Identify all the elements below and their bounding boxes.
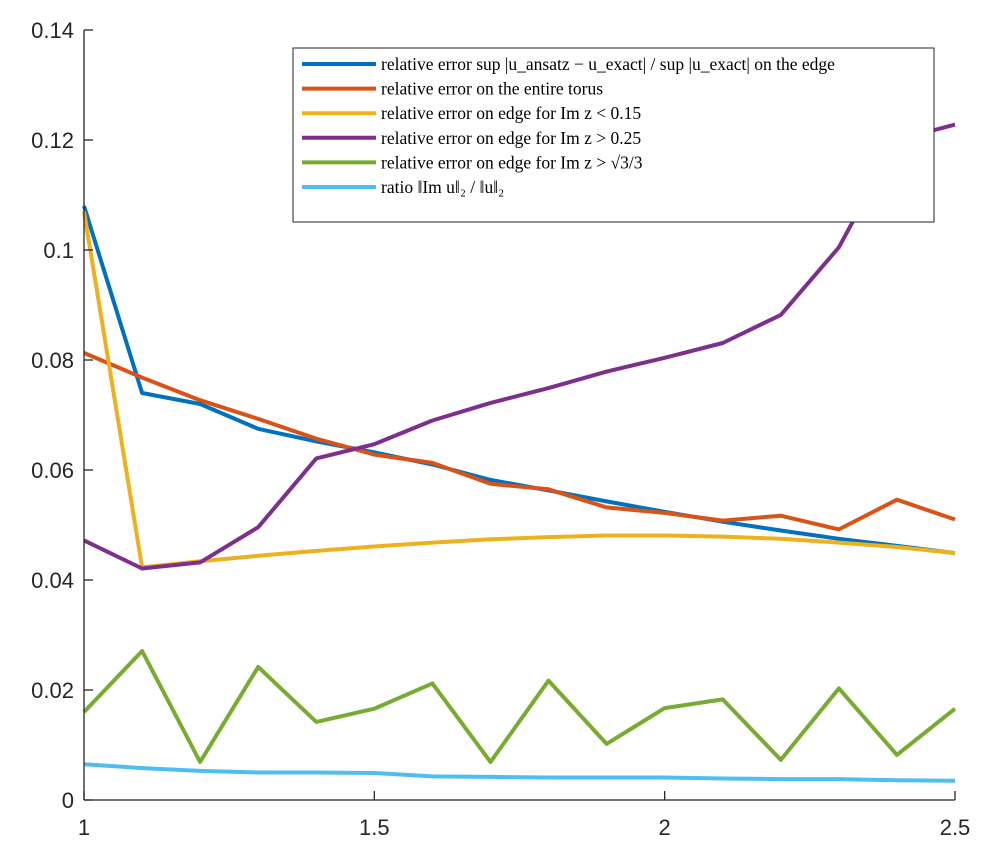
legend-label-5: relative error on edge for Im z > √3/3 bbox=[381, 152, 643, 172]
plot-lines bbox=[82, 122, 957, 783]
y-tick-label: 0.02 bbox=[31, 678, 74, 703]
y-tick-label: 0.14 bbox=[31, 18, 74, 43]
legend-label-2: relative error on the entire torus bbox=[381, 79, 603, 99]
y-tick-label: 0.08 bbox=[31, 348, 74, 373]
series-line-1 bbox=[82, 205, 956, 556]
y-tick-label: 0.12 bbox=[31, 128, 74, 153]
series-line-2 bbox=[83, 351, 956, 532]
series-line-4 bbox=[83, 122, 956, 571]
x-tick-label: 1 bbox=[78, 815, 90, 840]
legend-label-4: relative error on edge for Im z > 0.25 bbox=[381, 128, 641, 148]
series-line-6 bbox=[83, 762, 956, 783]
legend-label-6: ratio ‖Im u‖₂ / ‖u‖₂ bbox=[381, 177, 504, 197]
y-tick-label: 0.1 bbox=[43, 238, 74, 263]
legend-label-3: relative error on edge for Im z < 0.15 bbox=[381, 103, 641, 123]
legend-box bbox=[292, 47, 935, 223]
series-line-5 bbox=[82, 649, 957, 764]
x-tick-label: 2 bbox=[659, 815, 671, 840]
x-tick-label: 1.5 bbox=[359, 815, 390, 840]
x-tick-label: 2.5 bbox=[940, 815, 971, 840]
y-tick-label: 0.04 bbox=[31, 568, 74, 593]
legend-label-1: relative error sup |u_ansatz − u_exact| … bbox=[381, 54, 835, 74]
legend: relative error sup |u_ansatz − u_exact| … bbox=[292, 47, 935, 223]
legend-entries: relative error sup |u_ansatz − u_exact| … bbox=[302, 54, 835, 197]
x-ticks: 1 1.5 2 2.5 bbox=[78, 791, 970, 840]
series-line-3 bbox=[82, 211, 956, 570]
y-ticks: 0 0.02 0.04 0.06 0.08 0.1 0.12 0.14 bbox=[31, 18, 93, 813]
y-tick-label: 0.06 bbox=[31, 458, 74, 483]
axes: 1 1.5 2 2.5 0 0.02 0.04 0.06 0.08 0.1 0.12 0.14 bbox=[31, 18, 970, 840]
y-tick-label: 0 bbox=[62, 788, 74, 813]
